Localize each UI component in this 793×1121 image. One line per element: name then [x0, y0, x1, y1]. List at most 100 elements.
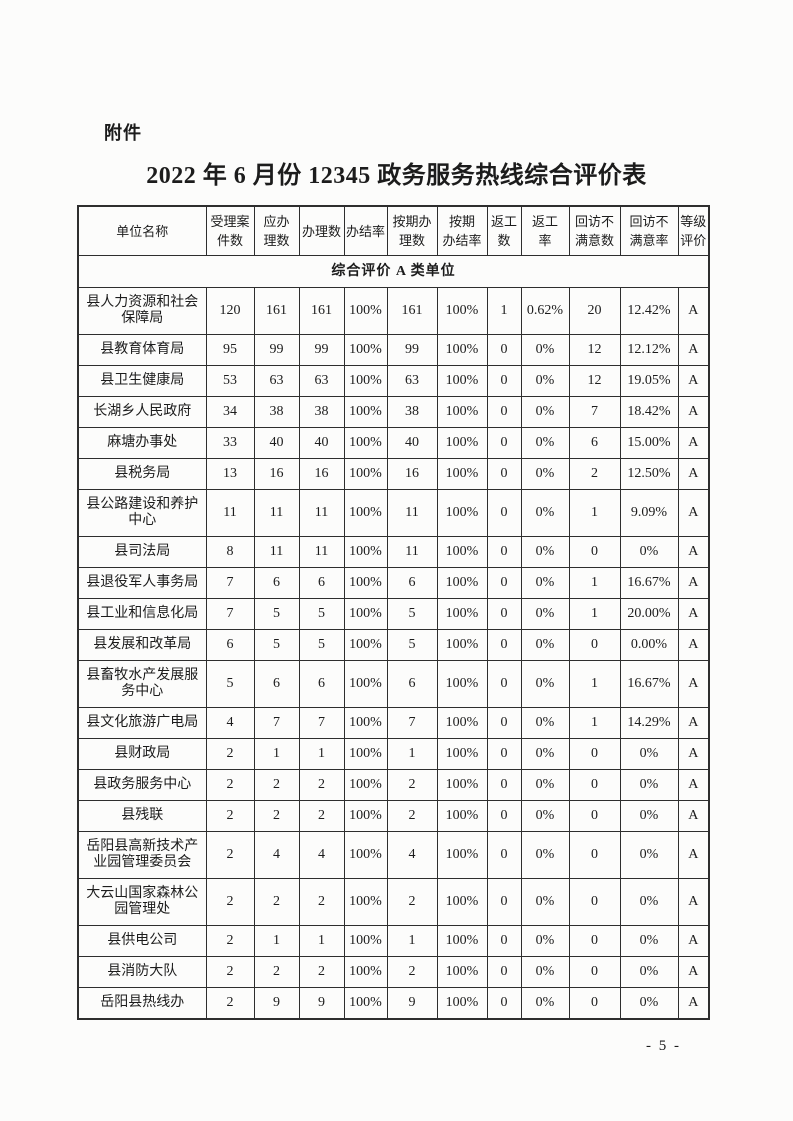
value-cell-accepted_cases: 7 [205, 598, 255, 630]
value-cell-accepted_cases: 2 [205, 878, 255, 926]
value-cell-accepted_cases: 4 [205, 707, 255, 739]
value-cell-cases_handled: 2 [298, 956, 345, 988]
value-cell-on_time_handled: 6 [386, 660, 438, 708]
value-cell-cases_due: 40 [253, 427, 300, 459]
unit-name-cell: 县工业和信息化局 [77, 598, 207, 630]
value-cell-unsatisfied_count: 0 [568, 629, 621, 661]
value-cell-completion_rate: 100% [343, 396, 388, 428]
value-cell-unsatisfied_count: 0 [568, 956, 621, 988]
value-cell-cases_handled: 161 [298, 287, 345, 335]
value-cell-cases_due: 9 [253, 987, 300, 1020]
value-cell-completion_rate: 100% [343, 334, 388, 366]
grade-cell: A [677, 458, 710, 490]
value-cell-unsatisfied_count: 1 [568, 598, 621, 630]
value-cell-rework_rate: 0% [520, 925, 570, 957]
value-cell-cases_due: 11 [253, 489, 300, 537]
value-cell-accepted_cases: 2 [205, 769, 255, 801]
value-cell-on_time_handled: 2 [386, 956, 438, 988]
value-cell-on_time_handled: 40 [386, 427, 438, 459]
unit-name-cell: 县文化旅游广电局 [77, 707, 207, 739]
value-cell-cases_due: 38 [253, 396, 300, 428]
value-cell-rework_rate: 0% [520, 878, 570, 926]
column-header-cases_handled: 办理数 [298, 205, 345, 256]
value-cell-unsatisfied_count: 0 [568, 800, 621, 832]
table-row: 县卫生健康局 53 63 63 100% 63 100% 0 0% 12 19.05% A [77, 365, 710, 397]
table-row: 岳阳县热线办 2 9 9 100% 9 100% 0 0% 0 0% A [77, 987, 710, 1020]
value-cell-cases_handled: 16 [298, 458, 345, 490]
value-cell-cases_due: 5 [253, 629, 300, 661]
value-cell-rework_count: 0 [486, 334, 522, 366]
value-cell-rework_rate: 0% [520, 660, 570, 708]
section-header-row: 综合评价 A 类单位 [77, 255, 710, 288]
value-cell-rework_count: 0 [486, 925, 522, 957]
table-row: 县司法局 8 11 11 100% 11 100% 0 0% 0 0% A [77, 536, 710, 568]
value-cell-completion_rate: 100% [343, 800, 388, 832]
value-cell-cases_handled: 38 [298, 396, 345, 428]
value-cell-completion_rate: 100% [343, 878, 388, 926]
value-cell-on_time_rate: 100% [436, 458, 488, 490]
value-cell-completion_rate: 100% [343, 489, 388, 537]
evaluation-table: 单位名称 受理案 件数 应办 理数 办理数 办结率 按期办 理数 按期 办结率 返工 数返工 … [77, 205, 710, 1020]
value-cell-on_time_handled: 5 [386, 629, 438, 661]
value-cell-cases_handled: 11 [298, 489, 345, 537]
table-row: 县公路建设和养护中心 11 11 11 100% 11 100% 0 0% 1 9.09% A [77, 489, 710, 537]
value-cell-cases_handled: 7 [298, 707, 345, 739]
value-cell-cases_handled: 6 [298, 567, 345, 599]
value-cell-rework_count: 0 [486, 660, 522, 708]
value-cell-on_time_handled: 2 [386, 769, 438, 801]
page-title: 2022 年 6 月份 12345 政务服务热线综合评价表 [146, 163, 647, 189]
value-cell-completion_rate: 100% [343, 598, 388, 630]
table-row: 长湖乡人民政府 34 38 38 100% 38 100% 0 0% 7 18.42% A [77, 396, 710, 428]
column-header-unsatisfied_count: 回访不 满意数 [568, 205, 621, 256]
value-cell-on_time_handled: 11 [386, 489, 438, 537]
value-cell-rework_count: 0 [486, 598, 522, 630]
value-cell-cases_handled: 6 [298, 660, 345, 708]
value-cell-rework_rate: 0% [520, 629, 570, 661]
column-header-rework_rate: 返工 率 [520, 205, 570, 256]
value-cell-accepted_cases: 2 [205, 925, 255, 957]
value-cell-completion_rate: 100% [343, 629, 388, 661]
value-cell-completion_rate: 100% [343, 769, 388, 801]
value-cell-on_time_rate: 100% [436, 956, 488, 988]
unit-name-cell: 长湖乡人民政府 [77, 396, 207, 428]
value-cell-cases_handled: 2 [298, 800, 345, 832]
value-cell-unsatisfied_rate: 19.05% [619, 365, 679, 397]
unit-name-cell: 县卫生健康局 [77, 365, 207, 397]
value-cell-rework_rate: 0% [520, 987, 570, 1020]
value-cell-rework_count: 0 [486, 536, 522, 568]
value-cell-rework_rate: 0% [520, 769, 570, 801]
value-cell-unsatisfied_rate: 0% [619, 925, 679, 957]
value-cell-completion_rate: 100% [343, 458, 388, 490]
value-cell-rework_count: 0 [486, 707, 522, 739]
value-cell-accepted_cases: 5 [205, 660, 255, 708]
grade-cell: A [677, 334, 710, 366]
value-cell-unsatisfied_count: 1 [568, 707, 621, 739]
unit-name-cell: 县税务局 [77, 458, 207, 490]
table-header: 单位名称 受理案 件数 应办 理数 办理数 办结率 按期办 理数 按期 办结率 返工 数返工 … [77, 205, 710, 256]
value-cell-accepted_cases: 120 [205, 287, 255, 335]
value-cell-rework_rate: 0% [520, 427, 570, 459]
value-cell-unsatisfied_count: 0 [568, 536, 621, 568]
unit-name-cell: 大云山国家森林公园管理处 [77, 878, 207, 926]
grade-cell: A [677, 427, 710, 459]
unit-name-cell: 县财政局 [77, 738, 207, 770]
header-row: 单位名称 受理案 件数 应办 理数 办理数 办结率 按期办 理数 按期 办结率 返工 数返工 … [77, 205, 710, 256]
column-header-unit_name: 单位名称 [77, 205, 207, 256]
value-cell-completion_rate: 100% [343, 365, 388, 397]
value-cell-on_time_rate: 100% [436, 334, 488, 366]
value-cell-cases_due: 2 [253, 800, 300, 832]
value-cell-cases_due: 6 [253, 660, 300, 708]
value-cell-completion_rate: 100% [343, 536, 388, 568]
value-cell-accepted_cases: 13 [205, 458, 255, 490]
table-row: 县教育体育局 95 99 99 100% 99 100% 0 0% 12 12.12% A [77, 334, 710, 366]
value-cell-unsatisfied_rate: 12.50% [619, 458, 679, 490]
table-row: 麻塘办事处 33 40 40 100% 40 100% 0 0% 6 15.00% A [77, 427, 710, 459]
value-cell-unsatisfied_rate: 16.67% [619, 660, 679, 708]
unit-name-cell: 县发展和改革局 [77, 629, 207, 661]
value-cell-unsatisfied_count: 1 [568, 567, 621, 599]
unit-name-cell: 麻塘办事处 [77, 427, 207, 459]
value-cell-completion_rate: 100% [343, 707, 388, 739]
value-cell-unsatisfied_rate: 0% [619, 536, 679, 568]
value-cell-on_time_handled: 9 [386, 987, 438, 1020]
